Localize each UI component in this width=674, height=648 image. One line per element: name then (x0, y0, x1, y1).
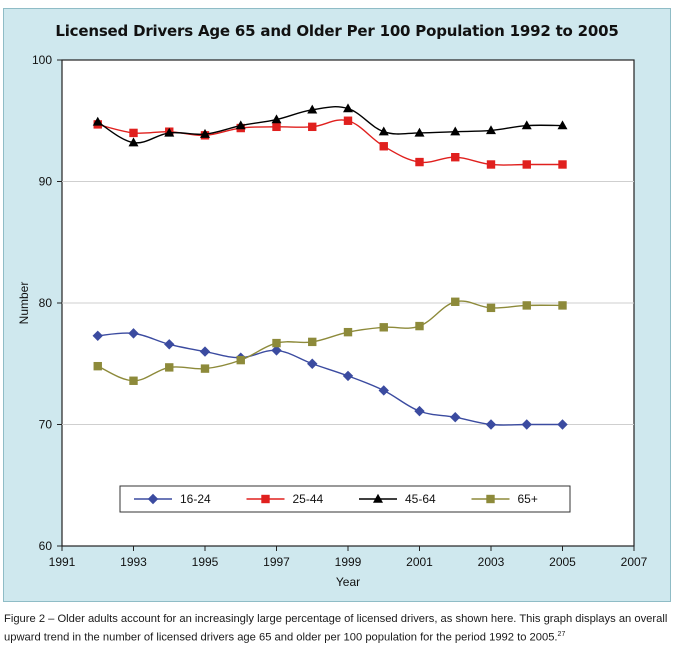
data-point-16-24-1994 (164, 339, 175, 350)
data-point-45-64-2002 (450, 126, 461, 136)
data-point-65+-1998 (308, 337, 317, 347)
data-point-16-24-2003 (485, 419, 497, 430)
legend-box (119, 485, 571, 513)
legend-marker-25-44 (261, 494, 270, 504)
caption-footnote: 27 (557, 631, 566, 638)
data-point-25-44-1999 (343, 116, 353, 125)
data-point-45-64-1993 (128, 137, 139, 147)
legend-label-65+: 65+ (518, 492, 538, 506)
y-tick-label: 80 (39, 296, 53, 310)
data-point-16-24-2004 (521, 419, 532, 430)
data-point-16-24-1999 (342, 370, 354, 382)
data-point-25-44-2001 (415, 157, 424, 167)
data-point-65+-2001 (415, 321, 424, 331)
legend-marker-65+ (486, 494, 495, 504)
y-tick-label: 90 (39, 175, 53, 189)
x-tick-label: 2005 (549, 555, 576, 569)
chart-title: Licensed Drivers Age 65 and Older Per 10… (55, 22, 619, 40)
data-point-45-64-2003 (486, 125, 496, 135)
data-point-25-44-1998 (308, 122, 317, 132)
data-point-16-24-1993 (128, 328, 139, 339)
data-point-45-64-2001 (414, 127, 425, 137)
y-tick-label: 100 (32, 53, 52, 67)
x-tick-label: 2001 (406, 555, 433, 569)
figure-caption: Figure 2 – Older adults account for an i… (4, 612, 670, 646)
legend-label-45-64: 45-64 (405, 492, 436, 506)
legend-label-16-24: 16-24 (180, 492, 211, 506)
data-point-65+-2002 (451, 297, 460, 306)
series-layer (92, 103, 568, 430)
data-point-16-24-1995 (199, 346, 211, 357)
y-axis-label: Number (17, 282, 31, 325)
y-tick-label: 60 (39, 539, 53, 553)
line-chart: 60 70 80 90 100 1991 1993 1995 1997 1999 2001 2003 2… (17, 53, 648, 589)
x-tick-label: 1999 (335, 555, 362, 569)
x-tick-label: 2007 (621, 555, 648, 569)
data-point-45-64-2005 (557, 120, 568, 130)
data-point-65+-1999 (343, 327, 353, 337)
series-16-24 (92, 328, 568, 430)
data-point-16-24-1992 (92, 330, 103, 342)
data-point-16-24-2005 (557, 419, 568, 430)
data-point-65+-2000 (379, 323, 388, 332)
data-point-25-44-1997 (272, 122, 281, 132)
x-tick-label: 2003 (478, 555, 505, 569)
data-point-25-44-2005 (558, 160, 567, 169)
data-point-16-24-2001 (414, 405, 425, 417)
data-point-65+-2005 (558, 301, 567, 310)
data-point-45-64-2000 (378, 126, 389, 136)
data-point-16-24-2002 (450, 412, 461, 423)
caption-text: Figure 2 – Older adults account for an i… (4, 613, 668, 644)
data-point-65+-2003 (486, 303, 496, 313)
data-point-25-44-2000 (379, 142, 388, 151)
series-45-64 (92, 103, 568, 147)
data-point-45-64-2004 (521, 120, 532, 130)
legend-marker-45-64 (373, 493, 383, 503)
y-tick-label: 70 (39, 418, 53, 432)
data-point-65+-1993 (129, 376, 138, 385)
x-tick-label: 1997 (263, 555, 290, 569)
data-point-65+-1997 (272, 338, 281, 348)
data-point-45-64-1994 (164, 127, 175, 137)
data-point-16-24-2000 (378, 385, 389, 396)
data-point-65+-1994 (165, 363, 174, 372)
x-tick-label: 1995 (192, 555, 219, 569)
data-point-45-64-1999 (343, 103, 353, 113)
data-point-16-24-1997 (271, 345, 282, 356)
legend: 16-24 25-44 45-64 65+ (119, 485, 571, 513)
data-point-25-44-2002 (451, 153, 460, 162)
data-point-16-24-1998 (307, 358, 318, 369)
data-point-45-64-1992 (92, 116, 103, 126)
data-point-65+-1996 (236, 355, 245, 365)
legend-label-25-44: 25-44 (293, 492, 324, 506)
data-point-65+-1995 (200, 364, 210, 373)
data-point-25-44-2003 (486, 160, 496, 169)
data-point-25-44-1993 (129, 128, 138, 138)
data-point-65+-1992 (93, 361, 102, 371)
data-point-45-64-1995 (200, 128, 210, 138)
data-point-45-64-1997 (271, 114, 282, 124)
legend-marker-16-24 (147, 493, 159, 505)
series-65+ (93, 297, 567, 385)
data-point-45-64-1998 (307, 104, 318, 114)
data-point-65+-2004 (522, 301, 531, 310)
data-point-45-64-1996 (235, 120, 246, 130)
series-line-45-64 (97, 106, 563, 144)
axes: 60 70 80 90 100 1991 1993 1995 1997 1999 2001 2003 2… (32, 53, 648, 569)
data-point-25-44-2004 (522, 160, 531, 169)
x-axis-label: Year (336, 575, 360, 589)
x-tick-label: 1991 (49, 555, 76, 569)
x-tick-label: 1993 (120, 555, 147, 569)
